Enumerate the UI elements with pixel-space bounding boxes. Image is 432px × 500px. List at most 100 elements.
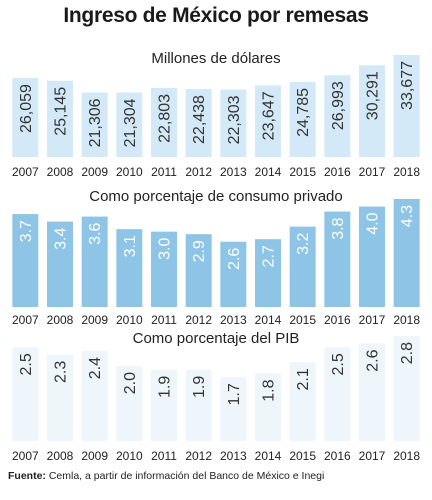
tick-label-gdp-2017: 2017 xyxy=(359,449,386,463)
tick-label-consumption-2007: 2007 xyxy=(12,313,39,327)
tick-label-consumption-2012: 2012 xyxy=(185,313,212,327)
chart-title: Ingreso de México por remesas xyxy=(63,4,369,27)
source-label: Fuente: xyxy=(8,470,46,482)
value-label-gdp-2010: 2.0 xyxy=(122,372,139,394)
bar-consumption-2013 xyxy=(220,241,247,307)
bar-dollars-2018 xyxy=(393,55,420,157)
value-label-gdp-2008: 2.3 xyxy=(53,361,70,383)
bar-chart-dollars: 26,059 2007 25,145 2008 21,306 2009 21,304 2010… xyxy=(12,55,420,179)
value-label-gdp-2018: 2.8 xyxy=(399,342,416,364)
bar-gdp-2012 xyxy=(185,369,212,441)
bar-dollars-2007 xyxy=(12,78,39,157)
value-label-gdp-2012: 1.9 xyxy=(191,376,208,398)
tick-label-gdp-2013: 2013 xyxy=(220,449,247,463)
bar-dollars-2010 xyxy=(116,92,143,157)
tick-label-gdp-2008: 2008 xyxy=(47,449,74,463)
bar-dollars-2012 xyxy=(185,89,212,157)
tick-label-dollars-2017: 2017 xyxy=(359,165,386,179)
bar-chart-gdp: 2.5 2007 2.3 2008 2.4 2009 2.0 2010 1.9 2011 1.9 20… xyxy=(12,336,420,463)
value-label-gdp-2016: 2.5 xyxy=(330,353,347,375)
bar-gdp-2018 xyxy=(393,336,420,441)
bar-dollars-2015 xyxy=(289,81,316,157)
panel-dollars: 26,059 2007 25,145 2008 21,306 2009 21,304 2010… xyxy=(8,52,424,184)
value-label-gdp-2009: 2.4 xyxy=(87,357,104,379)
bar-gdp-2016 xyxy=(324,347,351,441)
bar-gdp-2015 xyxy=(289,362,316,441)
bar-consumption-2016 xyxy=(324,211,351,307)
tick-label-dollars-2011: 2011 xyxy=(151,165,177,179)
bar-gdp-2011 xyxy=(151,369,177,441)
tick-label-consumption-2016: 2016 xyxy=(324,313,351,327)
tick-label-gdp-2014: 2014 xyxy=(255,449,282,463)
bar-consumption-2014 xyxy=(255,239,281,307)
value-label-gdp-2011: 1.9 xyxy=(157,376,174,398)
tick-label-consumption-2018: 2018 xyxy=(393,313,420,327)
value-label-gdp-2014: 1.8 xyxy=(261,379,278,401)
source-note: Fuente: Cemla, a partir de información d… xyxy=(8,470,324,482)
bar-chart-consumption: 3.7 2007 3.4 2008 3.6 2009 3.1 2010 3.0 2011 2.9 20… xyxy=(12,199,420,327)
value-label-dollars-2008: 25,145 xyxy=(53,87,70,136)
tick-label-consumption-2015: 2015 xyxy=(289,313,316,327)
bar-gdp-2014 xyxy=(255,373,281,441)
bar-gdp-2013 xyxy=(220,377,247,441)
bar-consumption-2015 xyxy=(289,226,316,307)
bar-consumption-2011 xyxy=(151,231,177,307)
panel-subtitle-gdp: Como porcentaje del PIB xyxy=(132,330,300,347)
tick-label-consumption-2008: 2008 xyxy=(47,313,74,327)
value-label-consumption-2013: 2.6 xyxy=(226,248,243,270)
tick-label-dollars-2007: 2007 xyxy=(12,165,39,179)
bar-gdp-2008 xyxy=(47,354,73,441)
value-label-dollars-2015: 24,785 xyxy=(295,88,312,137)
tick-label-gdp-2015: 2015 xyxy=(289,449,316,463)
value-label-dollars-2016: 26,993 xyxy=(330,81,347,130)
bar-dollars-2013 xyxy=(220,89,247,157)
tick-label-gdp-2011: 2011 xyxy=(151,449,177,463)
tick-label-consumption-2010: 2010 xyxy=(116,313,143,327)
value-label-consumption-2008: 3.4 xyxy=(53,228,70,250)
value-label-dollars-2007: 26,059 xyxy=(18,84,35,133)
tick-label-gdp-2018: 2018 xyxy=(393,449,420,463)
bar-gdp-2010 xyxy=(116,366,143,441)
tick-label-dollars-2010: 2010 xyxy=(116,165,143,179)
tick-label-gdp-2012: 2012 xyxy=(185,449,212,463)
panel-consumption: 3.7 2007 3.4 2008 3.6 2009 3.1 2010 3.0 2011 2.9 20… xyxy=(8,196,424,328)
bar-gdp-2017 xyxy=(359,343,385,441)
bar-dollars-2017 xyxy=(359,65,385,157)
value-label-consumption-2015: 3.2 xyxy=(295,233,312,255)
value-label-dollars-2013: 22,303 xyxy=(226,95,243,144)
value-label-gdp-2007: 2.5 xyxy=(18,353,35,375)
tick-label-consumption-2011: 2011 xyxy=(151,313,177,327)
value-label-dollars-2018: 33,677 xyxy=(399,61,416,110)
tick-label-consumption-2017: 2017 xyxy=(359,313,386,327)
tick-label-consumption-2009: 2009 xyxy=(81,313,108,327)
panel-subtitle-dollars: Millones de dólares xyxy=(151,50,281,67)
tick-label-dollars-2018: 2018 xyxy=(393,165,420,179)
value-label-consumption-2014: 2.7 xyxy=(261,245,278,267)
value-label-consumption-2007: 3.7 xyxy=(18,220,35,242)
bar-consumption-2008 xyxy=(47,221,73,307)
value-label-consumption-2016: 3.8 xyxy=(330,217,347,239)
value-label-consumption-2009: 3.6 xyxy=(87,222,104,244)
bar-dollars-2011 xyxy=(151,87,177,157)
bar-consumption-2007 xyxy=(12,214,39,307)
tick-label-dollars-2008: 2008 xyxy=(47,165,74,179)
bar-dollars-2009 xyxy=(81,92,108,157)
panel-gdp: 2.5 2007 2.3 2008 2.4 2009 2.0 2010 1.9 2011 1.9 20… xyxy=(8,330,424,464)
tick-label-gdp-2009: 2009 xyxy=(81,449,108,463)
tick-label-dollars-2012: 2012 xyxy=(185,165,212,179)
bar-consumption-2017 xyxy=(359,206,385,307)
tick-label-gdp-2010: 2010 xyxy=(116,449,143,463)
bar-consumption-2010 xyxy=(116,229,143,307)
bar-consumption-2009 xyxy=(81,216,108,307)
tick-label-dollars-2014: 2014 xyxy=(255,165,282,179)
value-label-dollars-2017: 30,291 xyxy=(365,71,382,120)
value-label-consumption-2018: 4.3 xyxy=(399,205,416,227)
tick-label-gdp-2007: 2007 xyxy=(12,449,39,463)
bar-dollars-2016 xyxy=(324,75,351,157)
value-label-consumption-2017: 4.0 xyxy=(365,212,382,234)
value-label-dollars-2009: 21,306 xyxy=(87,98,104,147)
tick-label-consumption-2013: 2013 xyxy=(220,313,247,327)
tick-label-dollars-2016: 2016 xyxy=(324,165,351,179)
value-label-dollars-2012: 22,438 xyxy=(191,95,208,144)
bar-dollars-2014 xyxy=(255,85,281,157)
